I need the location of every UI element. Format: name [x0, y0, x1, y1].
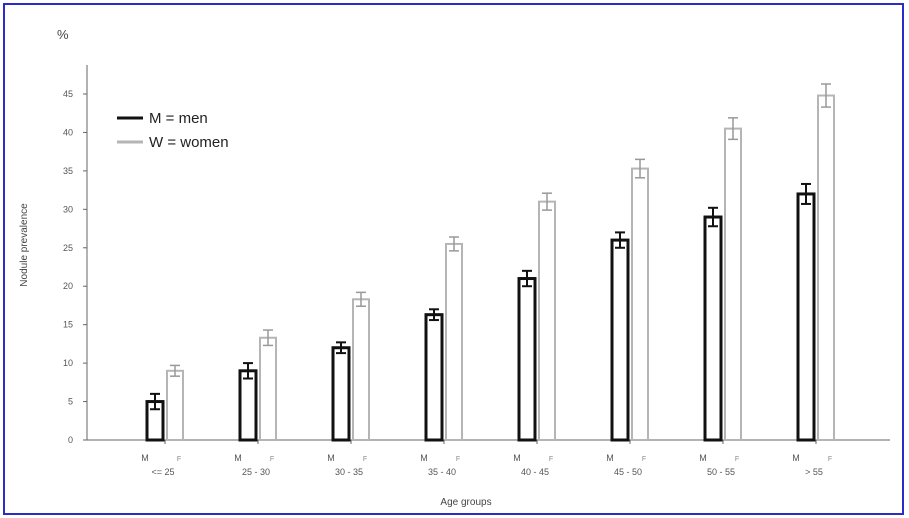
- bar-women: [631, 167, 649, 442]
- x-axis-label: Age groups: [440, 497, 491, 508]
- bar-women: [445, 242, 463, 441]
- legend: M = men W = women: [117, 110, 229, 151]
- bar-men: [610, 238, 630, 442]
- y-tick-label: 15: [63, 320, 73, 330]
- y-tick-label: 5: [68, 397, 73, 407]
- category-label: 25 - 30: [242, 467, 270, 477]
- y-tick-label: 45: [63, 89, 73, 99]
- bar-men: [517, 277, 537, 442]
- bar-letter-m: M: [606, 453, 614, 463]
- y-tick-label: 20: [63, 281, 73, 291]
- bar-letter-f: F: [735, 456, 739, 463]
- bar-men: [331, 346, 351, 442]
- y-tick-label: 35: [63, 166, 73, 176]
- category-label: > 55: [805, 467, 823, 477]
- percent-unit-label: %: [57, 27, 69, 42]
- category-label: 30 - 35: [335, 467, 363, 477]
- y-tick-label: 30: [63, 204, 73, 214]
- bar-women: [724, 127, 742, 441]
- category-label: 50 - 55: [707, 467, 735, 477]
- error-bar-men: [801, 182, 811, 205]
- bar-letter-f: F: [363, 456, 367, 463]
- bar-letter-f: F: [642, 456, 646, 463]
- bar-women: [817, 94, 835, 441]
- error-bar-men: [429, 308, 439, 322]
- error-bar-women: [728, 117, 738, 141]
- bar-women: [352, 298, 370, 441]
- bar-letter-m: M: [141, 453, 149, 463]
- bar-letter-m: M: [234, 453, 242, 463]
- error-bar-women: [821, 83, 831, 108]
- category-label: <= 25: [151, 467, 174, 477]
- x-tick-labels: M F<= 25M F25 - 30M F30 - 35M F35 - 40M F40 -…: [141, 440, 832, 477]
- bar-letter-f: F: [456, 456, 460, 463]
- legend-label-women: W = women: [149, 134, 229, 151]
- bar-letter-m: M: [327, 453, 335, 463]
- y-ticks: 0 5 10 15 20 25 30 35 40 45: [63, 89, 87, 445]
- bar-women: [166, 369, 184, 441]
- error-bar-women: [356, 291, 366, 307]
- error-bar-women: [263, 329, 273, 347]
- chart-frame: % Nodule prevalence Age groups M = men W…: [3, 3, 904, 515]
- bar-letter-m: M: [513, 453, 521, 463]
- error-bar-women: [170, 364, 180, 377]
- bar-women: [259, 336, 277, 441]
- error-bar-men: [243, 362, 253, 380]
- bar-letter-f: F: [828, 456, 832, 463]
- bar-men: [238, 369, 258, 442]
- bar-letter-m: M: [792, 453, 800, 463]
- y-tick-label: 40: [63, 127, 73, 137]
- bar-letter-f: F: [549, 456, 553, 463]
- category-label: 35 - 40: [428, 467, 456, 477]
- bar-men: [703, 215, 723, 442]
- category-label: 40 - 45: [521, 467, 549, 477]
- error-bar-women: [635, 158, 645, 179]
- bar-men: [424, 313, 444, 442]
- bar-letter-m: M: [699, 453, 707, 463]
- y-tick-label: 10: [63, 358, 73, 368]
- error-bar-men: [150, 392, 160, 411]
- legend-label-men: M = men: [149, 110, 208, 127]
- bar-chart: % Nodule prevalence Age groups M = men W…: [19, 27, 890, 508]
- error-bar-women: [542, 192, 552, 211]
- error-bar-men: [522, 269, 532, 288]
- error-bar-men: [615, 231, 625, 249]
- y-tick-label: 0: [68, 435, 73, 445]
- y-tick-label: 25: [63, 243, 73, 253]
- bar-women: [538, 200, 556, 441]
- error-bar-men: [336, 341, 346, 355]
- category-label: 45 - 50: [614, 467, 642, 477]
- bar-letter-m: M: [420, 453, 428, 463]
- error-bar-women: [449, 236, 459, 252]
- bar-men: [796, 192, 816, 442]
- bars: [145, 83, 835, 442]
- error-bar-men: [708, 206, 718, 228]
- bar-letter-f: F: [177, 456, 181, 463]
- y-axis-label: Nodule prevalence: [19, 203, 30, 287]
- bar-letter-f: F: [270, 456, 274, 463]
